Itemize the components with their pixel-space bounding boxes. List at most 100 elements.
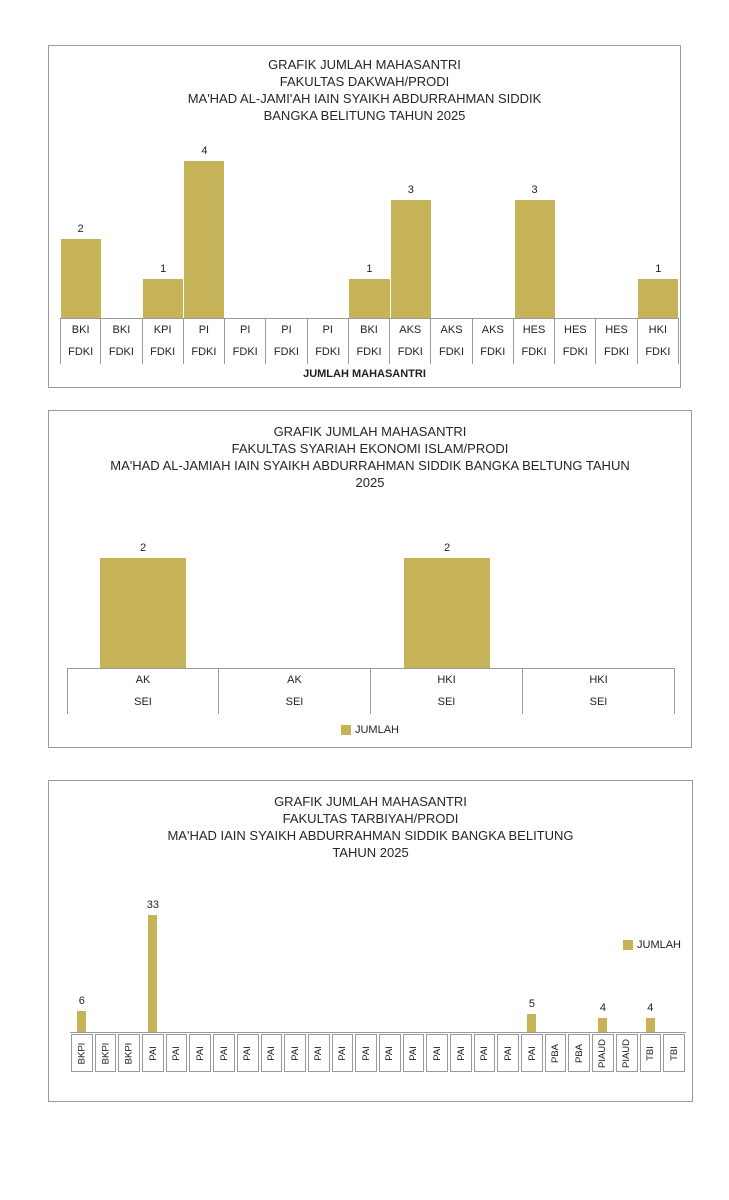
subcategory-label: FDKI xyxy=(68,346,94,359)
bar xyxy=(598,1018,608,1032)
chart-column: 1 KPI FDKI xyxy=(142,146,184,364)
category-label-box: PAI xyxy=(331,1034,354,1072)
category-label-box: PAI xyxy=(473,1034,496,1072)
bar-slot: 33 xyxy=(141,897,165,1032)
bar-slot: 1 xyxy=(638,146,679,318)
bar-value-label: 4 xyxy=(647,1002,654,1014)
bar-slot: 4 xyxy=(639,897,663,1032)
category-label-box: PAI xyxy=(260,1034,283,1072)
category-label: PAI xyxy=(360,1045,372,1061)
chart-column: PAI xyxy=(472,897,497,1073)
category-cell: PBA xyxy=(567,1032,592,1073)
chart-title: GRAFIK JUMLAH MAHASANTRI FAKULTAS SYARIA… xyxy=(49,423,691,491)
category-label-box: PAI xyxy=(497,1034,520,1072)
category-label: PAI xyxy=(194,1045,206,1061)
category-label: HKI xyxy=(437,673,456,686)
category-cell: BKPI xyxy=(93,1032,118,1073)
category-label-box: PAI xyxy=(426,1034,448,1072)
chart-column: PAI xyxy=(306,897,331,1073)
category-cell: BKI FDKI xyxy=(60,318,102,364)
chart-column: 3 HES FDKI xyxy=(513,146,556,364)
chart-column: PAI xyxy=(164,897,189,1073)
category-label: PAI xyxy=(336,1045,348,1061)
category-cell: PAI xyxy=(472,1032,497,1073)
chart-title-line: FAKULTAS DAKWAH/PRODI xyxy=(279,74,450,89)
category-label: BKI xyxy=(112,323,131,336)
chart-column: BKI FDKI xyxy=(101,146,143,364)
bar-value-label: 2 xyxy=(139,542,147,554)
bar xyxy=(645,1018,655,1032)
subcategory-label: FDKI xyxy=(108,346,134,359)
category-cell: HES FDKI xyxy=(513,318,556,364)
chart-column: 33 PAI xyxy=(141,897,165,1073)
chart-title-line: MA'HAD AL-JAMI'AH IAIN SYAIKH ABDURRAHMA… xyxy=(187,91,542,106)
category-label: BKPI xyxy=(123,1042,135,1064)
chart-dakwah: GRAFIK JUMLAH MAHASANTRI FAKULTAS DAKWAH… xyxy=(48,45,681,388)
category-cell: AK SEI xyxy=(67,668,219,714)
chart-column: 1 HKI FDKI xyxy=(637,146,679,364)
bar-slot: 4 xyxy=(591,897,615,1032)
chart-column: PAI xyxy=(377,897,402,1073)
bar xyxy=(390,200,431,318)
bar-value-label: 2 xyxy=(77,223,84,235)
chart-column: 4 PIAUD xyxy=(591,897,615,1073)
chart-column: 6 BKPI xyxy=(70,897,94,1073)
category-label-box: PAI xyxy=(165,1034,188,1072)
bar-value-label: 1 xyxy=(160,263,167,275)
bar xyxy=(60,239,101,318)
chart-title-line: FAKULTAS SYARIAH EKONOMI ISLAM/PRODI xyxy=(231,441,509,456)
category-cell: AK SEI xyxy=(219,668,371,714)
category-label-box: BKPI xyxy=(94,1034,117,1072)
subcategory-label: FDKI xyxy=(315,346,341,359)
category-label-box: PAI xyxy=(284,1034,306,1072)
chart-column: 2 AK SEI xyxy=(67,518,219,714)
subcategory-label: SEI xyxy=(134,696,152,709)
bar-slot xyxy=(425,897,449,1032)
subcategory-label: FDKI xyxy=(438,346,465,359)
category-label: PAI xyxy=(265,1045,277,1061)
bar-slot: 4 xyxy=(184,146,225,318)
category-cell: PAI xyxy=(141,1032,165,1073)
category-label-box: PAI xyxy=(521,1034,543,1072)
category-cell: PIAUD xyxy=(591,1032,615,1073)
bar-slot xyxy=(331,897,355,1032)
category-label: HKI xyxy=(648,323,668,336)
subcategory-label: FDKI xyxy=(480,346,506,359)
category-cell: AKS FDKI xyxy=(431,318,473,364)
category-label: PAI xyxy=(407,1045,419,1061)
bar-slot xyxy=(354,897,378,1032)
bar-value-label: 1 xyxy=(655,263,662,275)
subcategory-label: SEI xyxy=(589,696,608,709)
category-cell: TBI xyxy=(662,1032,686,1073)
category-label: PI xyxy=(198,323,210,336)
chart-column: AKS FDKI xyxy=(472,146,514,364)
category-label: PIAUD xyxy=(621,1038,633,1068)
category-cell: PAI xyxy=(496,1032,521,1073)
category-label-box: PAI xyxy=(142,1034,164,1072)
chart-title: GRAFIK JUMLAH MAHASANTRI FAKULTAS DAKWAH… xyxy=(49,56,680,124)
bar-value-label: 4 xyxy=(599,1002,607,1014)
bar-value-label: 33 xyxy=(146,899,160,911)
category-label-box: PAI xyxy=(189,1034,212,1072)
bar xyxy=(148,915,158,1032)
category-label-box: BKPI xyxy=(118,1034,141,1072)
category-label: PAI xyxy=(289,1045,301,1061)
category-label-box: PAI xyxy=(355,1034,377,1072)
bar-slot: 3 xyxy=(514,146,555,318)
chart-title-line: TAHUN 2025 xyxy=(332,845,409,860)
category-label: PAI xyxy=(431,1045,443,1061)
subcategory-label: FDKI xyxy=(191,346,217,359)
subcategory-label: FDKI xyxy=(521,346,547,359)
category-label: KPI xyxy=(153,323,172,336)
category-cell: PAI xyxy=(425,1032,449,1073)
category-label-box: TBI xyxy=(639,1034,662,1072)
category-cell: HES FDKI xyxy=(596,318,638,364)
bar-slot xyxy=(473,146,514,318)
chart-column: PIAUD xyxy=(614,897,639,1073)
subcategory-label: FDKI xyxy=(645,346,671,359)
bar-slot xyxy=(308,146,349,318)
chart-column: PAI xyxy=(188,897,213,1073)
bar-slot xyxy=(117,897,141,1032)
category-label: PAI xyxy=(384,1045,396,1061)
category-cell: AKS FDKI xyxy=(390,318,432,364)
